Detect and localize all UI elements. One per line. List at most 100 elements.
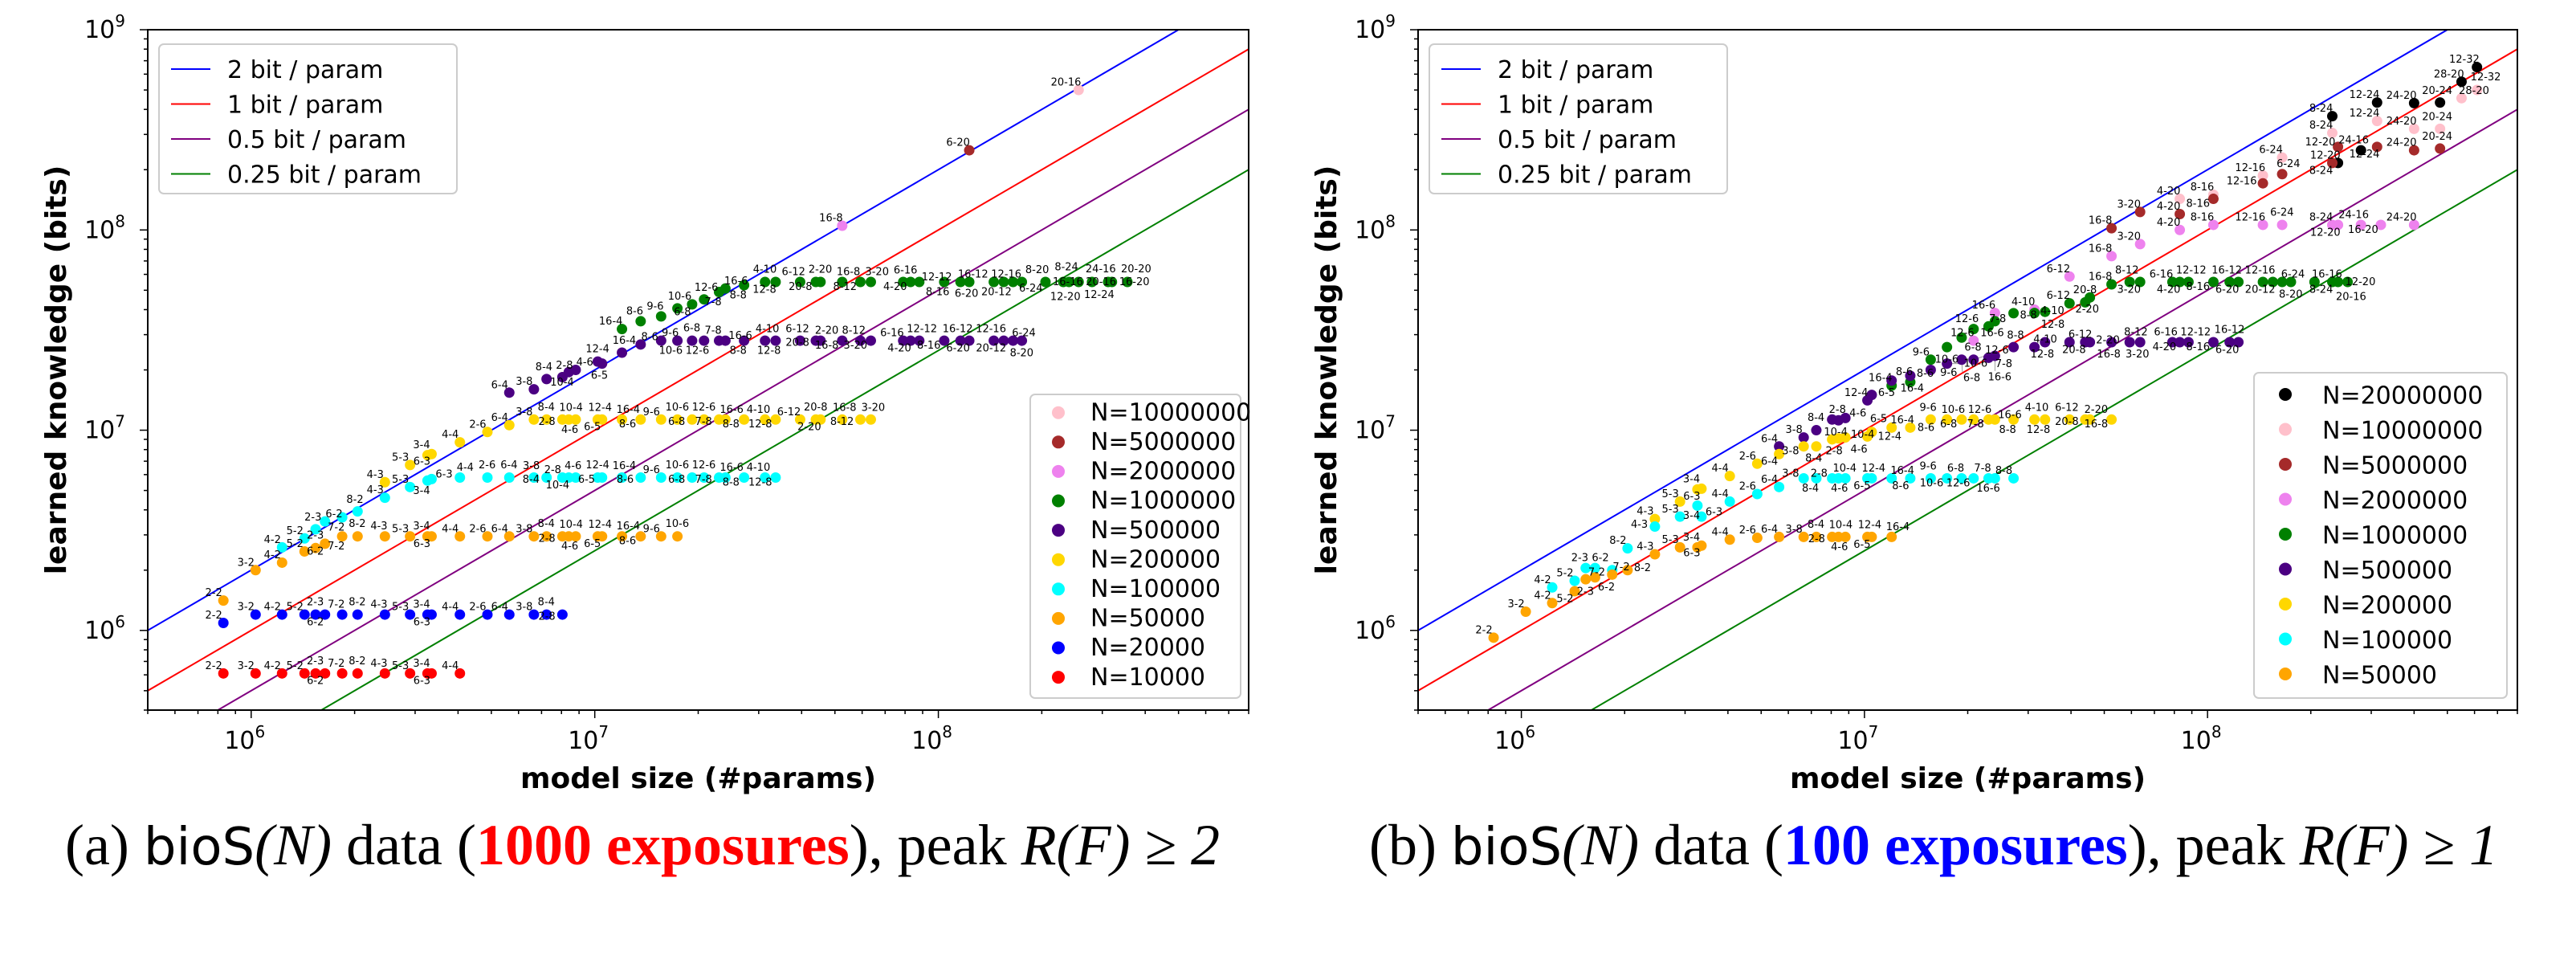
data-point	[2309, 276, 2320, 288]
data-point	[2175, 209, 2186, 220]
data-point	[2456, 76, 2467, 88]
data-point	[2134, 206, 2146, 218]
point-label: 8-4	[538, 402, 555, 414]
legend-line-label: 1 bit / param	[1498, 92, 1653, 120]
data-point	[250, 609, 261, 620]
point-label: 10-6	[668, 291, 692, 303]
x-tick-label: 107	[568, 722, 609, 755]
legend-line-label: 1 bit / param	[227, 92, 383, 120]
data-point	[1488, 632, 1499, 643]
data-point	[597, 414, 608, 425]
point-label: 2-8	[538, 611, 555, 623]
data-point	[426, 531, 437, 542]
point-label: 7-8	[1995, 358, 2012, 370]
point-label: 16-8	[2085, 419, 2109, 431]
point-label: 16-6	[1976, 483, 2000, 495]
point-label: 12-8	[757, 345, 781, 357]
data-point	[1840, 472, 1851, 484]
point-label: 8-6	[1892, 480, 1909, 492]
point-label: 7-2	[1588, 566, 1605, 578]
data-point	[528, 609, 540, 620]
data-point	[964, 276, 975, 288]
series-n-50000	[218, 531, 683, 606]
data-point	[1073, 276, 1084, 288]
data-point	[687, 299, 698, 310]
point-label: 12-4	[589, 402, 613, 414]
point-label: 5-2	[1556, 593, 1573, 605]
point-label: 3-20	[2117, 284, 2142, 296]
point-label: 4-6	[561, 424, 578, 436]
data-point	[905, 335, 916, 346]
data-point	[379, 668, 390, 679]
tick-base: 10	[568, 727, 598, 755]
point-label: 4-10	[2025, 402, 2049, 414]
data-point	[719, 472, 731, 484]
point-label: 12-20	[2305, 137, 2336, 149]
data-point	[503, 387, 515, 398]
point-label: 16-8	[819, 213, 843, 225]
data-point	[1724, 471, 1735, 482]
data-point	[719, 335, 731, 346]
legend-series-label: N=10000000	[2322, 417, 2483, 445]
point-label: 16-4	[1901, 383, 1925, 395]
data-point	[2085, 292, 2096, 303]
data-point	[2257, 170, 2268, 182]
point-label: 6-16	[2150, 269, 2174, 281]
data-point	[276, 557, 287, 568]
data-point	[454, 531, 466, 542]
point-label: 4-20	[2157, 284, 2181, 296]
point-label: 6-3	[1683, 491, 1700, 503]
data-point	[2257, 219, 2268, 231]
data-point	[528, 472, 540, 484]
data-point	[1925, 472, 1936, 484]
data-point	[541, 414, 552, 425]
point-label: 3-8	[523, 460, 540, 472]
data-point	[635, 316, 646, 327]
data-point	[2106, 337, 2117, 348]
point-label: 6-4	[500, 459, 517, 472]
point-label: 12-24	[2350, 149, 2380, 161]
data-point	[1811, 441, 1822, 452]
data-point	[914, 276, 925, 288]
data-point	[352, 668, 363, 679]
point-label: 2-6	[469, 602, 486, 614]
data-point	[687, 472, 698, 484]
caption-a: (a) bioS(N) data (1000 exposures), peak …	[16, 811, 1269, 881]
point-label: 16-8	[815, 340, 839, 352]
data-point	[699, 294, 710, 305]
point-label: 10-4	[559, 402, 583, 414]
point-label: 6-5	[591, 370, 608, 382]
data-point	[2435, 123, 2446, 134]
data-point	[794, 414, 805, 425]
data-point	[905, 276, 916, 288]
data-point	[955, 276, 966, 288]
data-point	[1942, 358, 1953, 370]
x-tick-label: 106	[1494, 722, 1535, 755]
data-point	[482, 427, 493, 438]
data-point	[1798, 432, 1809, 443]
point-label: 12-16	[2235, 212, 2265, 224]
point-label: 16-6	[719, 462, 744, 474]
data-point	[320, 609, 331, 620]
point-label: 12-8	[752, 284, 776, 296]
tick-exponent: 7	[1869, 722, 1879, 741]
legend-marker	[2279, 457, 2292, 471]
point-label: 10-6	[1920, 477, 1944, 489]
point-label: 2-2	[1475, 624, 1492, 636]
point-label: 16-8	[837, 266, 861, 278]
caption-after: ), peak	[849, 813, 1021, 877]
point-label: 8-6	[617, 474, 634, 486]
data-point	[454, 668, 466, 679]
point-label: 5-3	[1662, 534, 1679, 546]
point-label: 12-4	[1878, 431, 1902, 443]
point-label: 3-4	[1683, 474, 1700, 486]
point-label: 16-8	[2089, 215, 2113, 227]
data-point	[1063, 276, 1074, 288]
point-label: 7-2	[328, 541, 344, 553]
data-point	[218, 595, 229, 606]
point-label: 12-12	[2180, 326, 2211, 338]
point-label: 8-24	[2309, 284, 2333, 296]
point-label: 8-12	[842, 325, 866, 337]
